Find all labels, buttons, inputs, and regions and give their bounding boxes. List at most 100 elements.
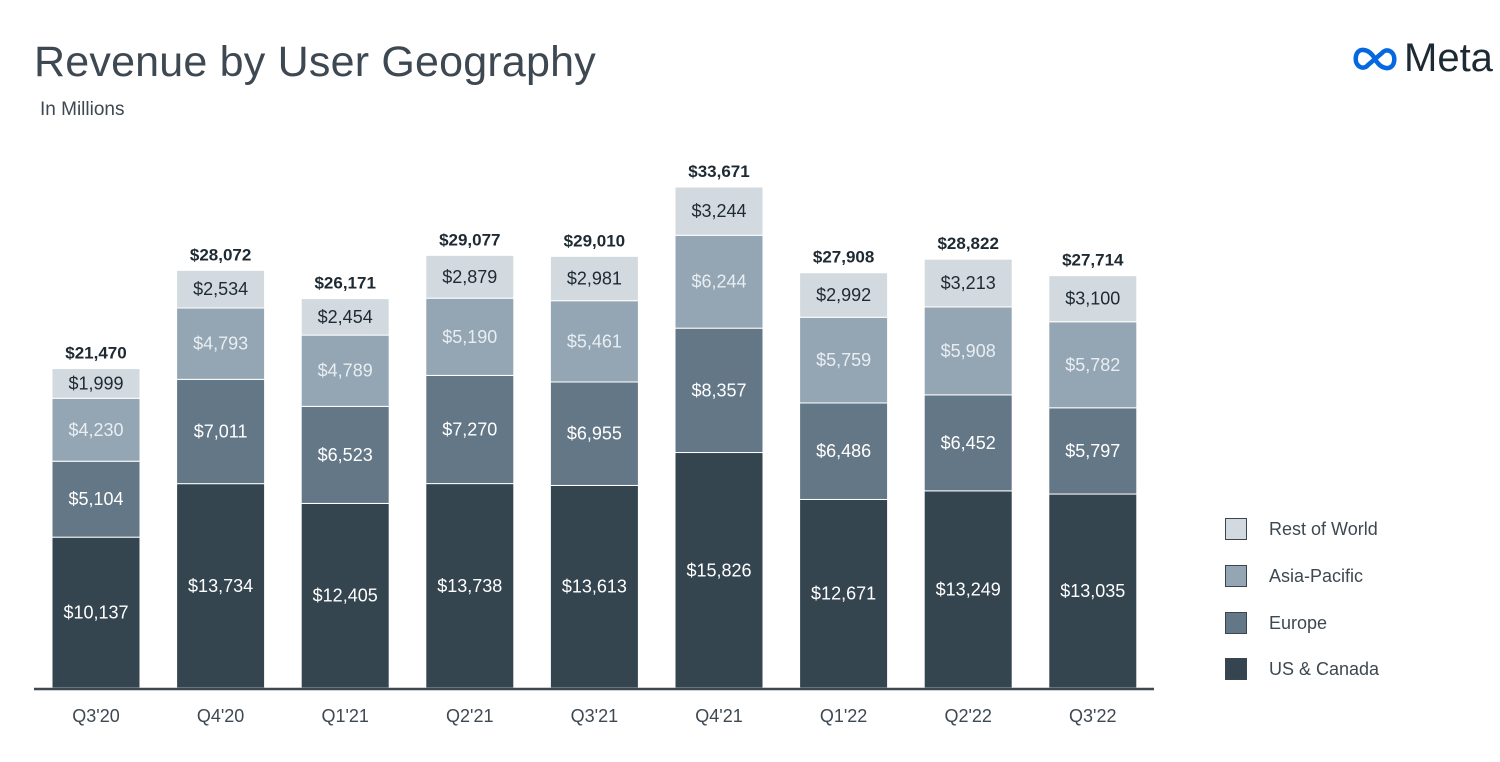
data-label-rest-of-world: $1,999 — [68, 373, 123, 393]
data-label-rest-of-world: $3,213 — [941, 273, 996, 293]
bar-segment-rest-of-world — [176, 269, 266, 309]
data-label-us-canada: $12,405 — [313, 586, 378, 606]
data-label-europe: $6,452 — [941, 433, 996, 453]
bar-segment-rest-of-world — [549, 255, 639, 302]
data-label-us-canada: $13,734 — [188, 576, 253, 596]
data-label-europe: $8,357 — [691, 380, 746, 400]
data-label-rest-of-world: $3,100 — [1065, 289, 1120, 309]
bar-segment-asia-pacific — [923, 306, 1013, 396]
meta-logo-text: Meta — [1404, 36, 1493, 80]
data-label-europe: $6,486 — [816, 441, 871, 461]
bar-segment-asia-pacific — [674, 234, 764, 329]
bar-segment-asia-pacific — [799, 316, 889, 404]
legend-label-asia-pacific: Asia-Pacific — [1269, 565, 1364, 586]
bar-segment-europe — [1048, 407, 1138, 495]
legend-swatch-rest-of-world — [1225, 518, 1247, 540]
x-tick-label: Q2'21 — [446, 706, 493, 726]
data-label-us-canada: $10,137 — [63, 603, 128, 623]
bar-segment-rest-of-world — [300, 298, 390, 336]
bar-segment-europe — [674, 327, 764, 454]
bar-segment-us-canada — [799, 498, 889, 689]
data-label-us-canada: $12,671 — [811, 584, 876, 604]
x-tick-label: Q1'21 — [321, 706, 368, 726]
data-label-asia-pacific: $5,190 — [442, 327, 497, 347]
legend-label-europe: Europe — [1269, 612, 1328, 633]
data-label-rest-of-world: $2,879 — [442, 267, 497, 287]
bar-segment-us-canada — [425, 483, 515, 689]
data-label-europe: $6,523 — [318, 445, 373, 465]
data-label-us-canada: $13,035 — [1060, 581, 1125, 601]
x-tick-label: Q1'22 — [820, 706, 867, 726]
data-label-asia-pacific: $4,789 — [318, 361, 373, 381]
data-label-rest-of-world: $2,992 — [816, 285, 871, 305]
data-label-asia-pacific: $4,230 — [68, 420, 123, 440]
x-tick-label: Q3'21 — [571, 706, 618, 726]
total-label: $28,822 — [937, 234, 998, 253]
data-label-europe: $5,104 — [68, 489, 123, 509]
bar-segment-asia-pacific — [549, 300, 639, 383]
data-label-us-canada: $13,738 — [437, 576, 502, 596]
bar-segment-asia-pacific — [300, 334, 390, 407]
legend-label-us-canada: US & Canada — [1269, 658, 1380, 679]
legend-swatch-europe — [1225, 612, 1247, 634]
data-label-asia-pacific: $6,244 — [691, 272, 746, 292]
x-tick-label: Q2'22 — [944, 706, 991, 726]
legend-item-us-canada: US & Canada — [1225, 658, 1379, 680]
data-label-europe: $7,270 — [442, 420, 497, 440]
bar-segment-europe — [425, 374, 515, 485]
data-label-us-canada: $13,613 — [562, 577, 627, 597]
x-tick-label: Q4'20 — [197, 706, 244, 726]
data-label-europe: $5,797 — [1065, 441, 1120, 461]
x-tick-label: Q4'21 — [695, 706, 742, 726]
legend-item-asia-pacific: Asia-Pacific — [1225, 565, 1363, 587]
bar-segment-europe — [300, 405, 390, 504]
x-tick-label: Q3'22 — [1069, 706, 1116, 726]
total-label: $29,010 — [564, 231, 625, 250]
data-label-europe: $7,011 — [194, 421, 248, 441]
bar-segment-europe — [549, 381, 639, 486]
bar-segment-rest-of-world — [799, 272, 889, 318]
data-label-asia-pacific: $4,793 — [193, 334, 248, 354]
total-label: $27,908 — [813, 248, 874, 267]
bar-segment-europe — [51, 460, 141, 538]
data-label-us-canada: $15,826 — [686, 560, 751, 580]
total-label: $29,077 — [439, 230, 500, 249]
data-label-europe: $6,955 — [567, 424, 622, 444]
bar-segment-europe — [923, 394, 1013, 492]
data-label-asia-pacific: $5,782 — [1065, 355, 1120, 375]
total-label: $27,714 — [1062, 251, 1124, 270]
meta-logo: Meta — [1352, 36, 1493, 81]
total-label: $28,072 — [190, 245, 251, 264]
bar-segment-rest-of-world — [674, 186, 764, 236]
data-label-rest-of-world: $2,981 — [567, 269, 622, 289]
bar-segment-us-canada — [674, 452, 764, 689]
data-label-asia-pacific: $5,908 — [941, 341, 996, 361]
total-label: $33,671 — [688, 162, 749, 181]
bar-segment-asia-pacific — [176, 307, 266, 380]
data-label-asia-pacific: $5,759 — [816, 350, 871, 370]
bar-segment-asia-pacific — [1048, 321, 1138, 409]
data-label-asia-pacific: $5,461 — [567, 331, 622, 351]
total-label: $26,171 — [314, 274, 375, 293]
bar-segment-rest-of-world — [51, 368, 141, 399]
chart-subtitle: In Millions — [40, 99, 125, 120]
meta-infinity-icon — [1353, 47, 1397, 70]
bar-segment-europe — [799, 402, 889, 500]
data-label-us-canada: $13,249 — [936, 579, 1001, 599]
legend-item-rest-of-world: Rest of World — [1225, 518, 1378, 540]
legend-swatch-asia-pacific — [1225, 565, 1247, 587]
bar-segment-us-canada — [300, 502, 390, 689]
bar-segment-asia-pacific — [425, 297, 515, 376]
bar-segment-asia-pacific — [51, 397, 141, 462]
data-label-rest-of-world: $2,534 — [193, 279, 248, 299]
bar-segment-us-canada — [1048, 493, 1138, 689]
total-label: $21,470 — [65, 344, 126, 363]
legend-swatch-us-canada — [1225, 658, 1247, 680]
bar-segment-rest-of-world — [923, 258, 1013, 308]
bar-segment-europe — [176, 378, 266, 485]
bar-segment-rest-of-world — [425, 254, 515, 299]
legend-item-europe: Europe — [1225, 612, 1327, 634]
bar-segment-us-canada — [549, 484, 639, 689]
legend-label-rest-of-world: Rest of World — [1269, 518, 1378, 539]
